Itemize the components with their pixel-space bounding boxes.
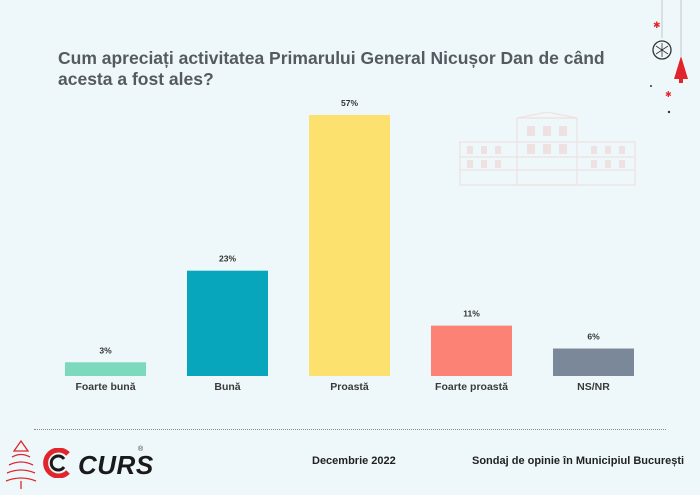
category-label-2: Proastă [330, 381, 369, 393]
footer-divider [34, 429, 666, 430]
christmas-tree-icon [5, 439, 37, 489]
bar-value-label-2: 57% [341, 98, 358, 108]
category-label-3: Foarte proastă [435, 381, 508, 393]
bar-3 [431, 325, 512, 376]
svg-text:✱: ✱ [665, 90, 672, 99]
bar-1 [187, 270, 268, 376]
footer-date: Decembrie 2022 [312, 455, 396, 467]
category-label-1: Bună [214, 381, 240, 393]
category-label-0: Foarte bună [75, 381, 135, 393]
bar-value-label-4: 6% [587, 332, 600, 342]
bar-2 [309, 115, 390, 376]
city-hall-watermark [459, 112, 636, 186]
bar-value-label-3: 11% [463, 309, 480, 319]
category-label-4: NS/NR [577, 381, 610, 393]
christmas-decoration-icon: ✱ ✱ [650, 0, 688, 114]
chart-title: Cum apreciați activitatea Primarului Gen… [58, 48, 605, 89]
registered-mark: ® [138, 446, 144, 453]
bar-value-label-0: 3% [99, 345, 112, 355]
curs-logo-icon [43, 448, 70, 478]
brand-name: CURS [78, 450, 154, 480]
footer-survey-label: Sondaj de opinie în Municipiul București [472, 455, 685, 467]
bar-value-label-1: 23% [219, 254, 236, 264]
bar-4 [553, 348, 634, 376]
bar-0 [65, 362, 146, 376]
svg-text:✱: ✱ [653, 21, 661, 31]
